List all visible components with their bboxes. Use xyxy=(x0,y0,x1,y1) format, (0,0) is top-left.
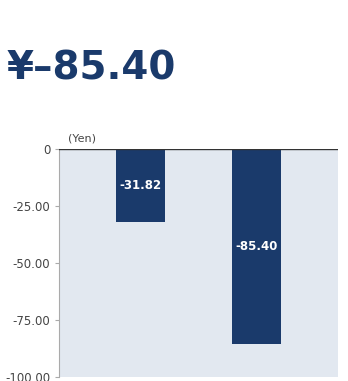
Text: -85.40: -85.40 xyxy=(235,240,278,253)
Text: ¥–85.40: ¥–85.40 xyxy=(7,50,176,87)
Text: -31.82: -31.82 xyxy=(119,179,161,192)
Bar xyxy=(232,149,281,344)
Text: Net loss per share: Net loss per share xyxy=(88,11,260,29)
Bar xyxy=(116,149,165,222)
Text: (Yen): (Yen) xyxy=(69,133,96,144)
